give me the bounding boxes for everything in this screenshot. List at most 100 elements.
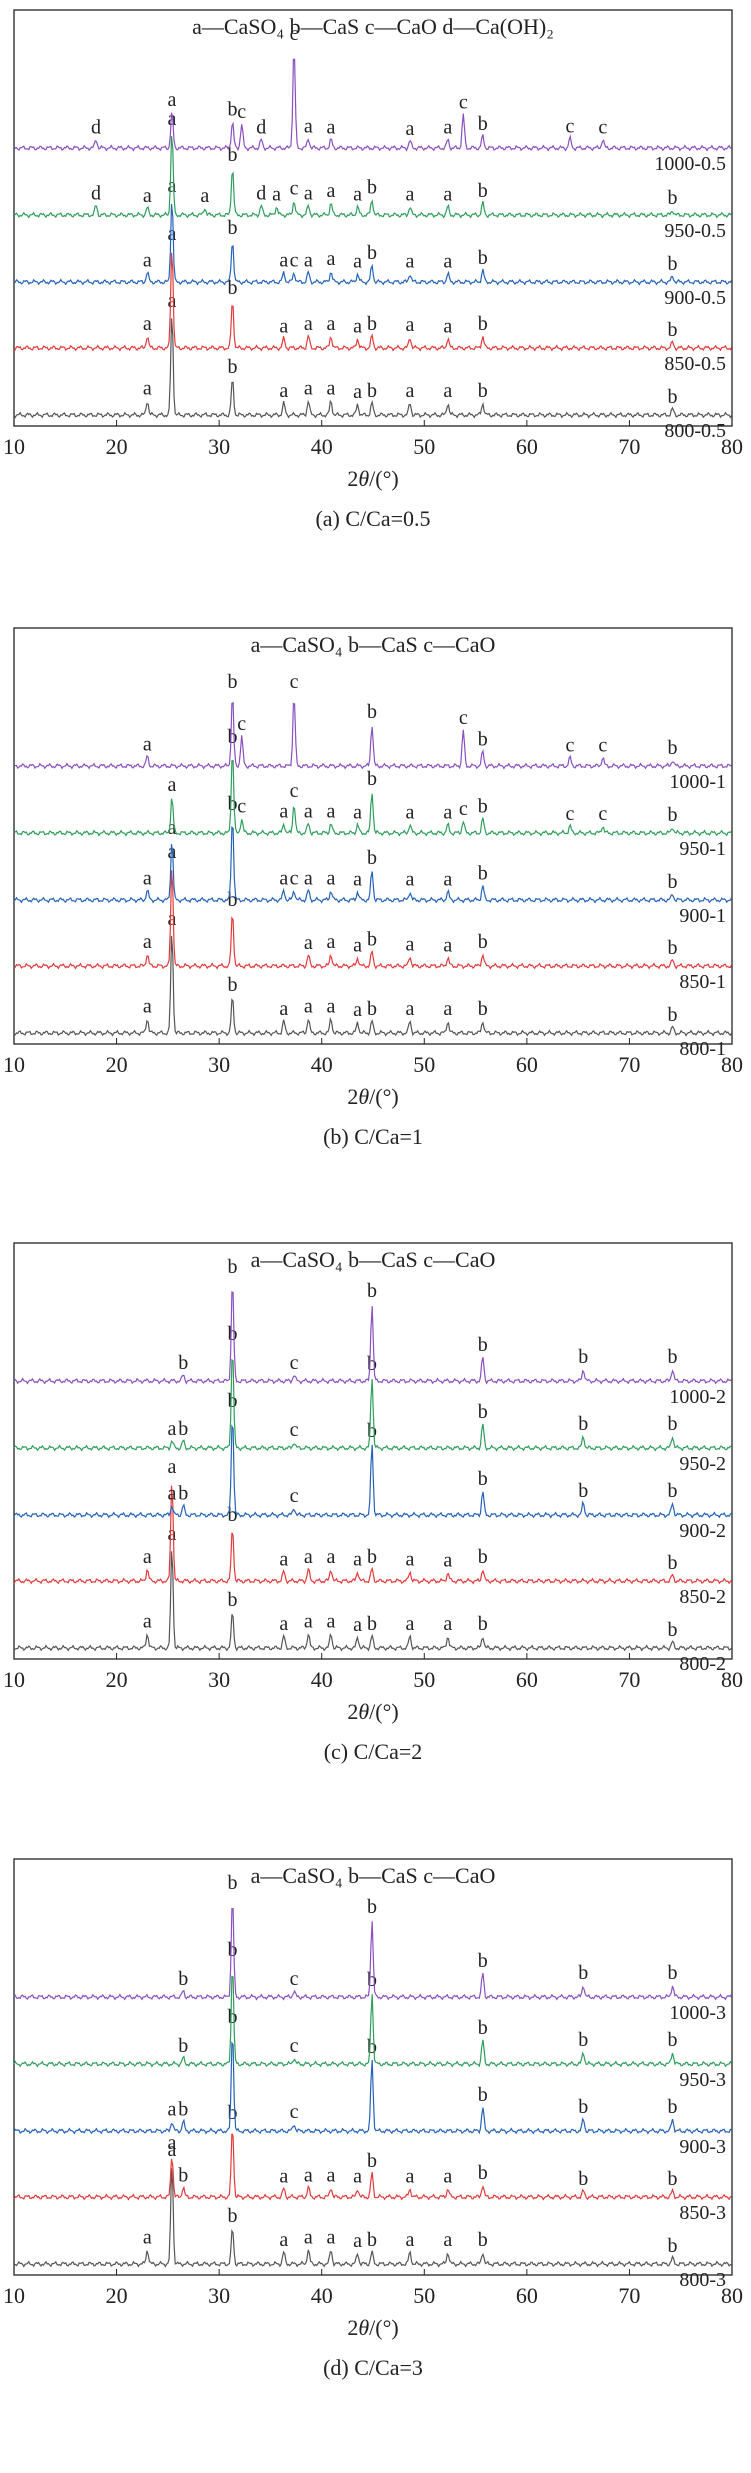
xrd-series-1000-3 (13, 1907, 733, 2001)
peak-label-a: a (405, 2229, 414, 2251)
peak-label-b: b (478, 931, 488, 953)
peak-label-a: a (143, 1611, 152, 1633)
peak-label-b: b (227, 144, 237, 166)
peak-label-b: b (668, 1346, 678, 1368)
xrd-series-850-2 (13, 1485, 733, 1585)
peak-label-b: b (367, 2036, 377, 2058)
peak-label-a: a (304, 249, 313, 271)
x-tick-label: 30 (208, 1052, 230, 1077)
phase-legend: a—CaSO₄ b—CaS c—CaO (251, 632, 496, 657)
peak-label-b: b (367, 1613, 377, 1635)
peak-label-a: a (405, 184, 414, 206)
xrd-series-900-0.5 (13, 203, 733, 286)
peak-label-a: a (405, 933, 414, 955)
peak-label-a: a (143, 931, 152, 953)
peak-label-b: b (668, 2029, 678, 2051)
x-tick-label: 70 (618, 434, 640, 459)
peak-label-c: c (290, 1419, 299, 1441)
sample-label: 900-2 (679, 1520, 726, 1542)
phase-legend: a—CaSO₄ b—CaS c—CaO d—Ca(OH)₂ (192, 14, 554, 39)
peak-label-a: a (279, 249, 288, 271)
peak-label-a: a (353, 315, 362, 337)
peak-label-b: b (227, 1589, 237, 1611)
peak-label-c: c (290, 2035, 299, 2057)
peak-label-b: b (668, 2168, 678, 2190)
peak-label-a: a (279, 1548, 288, 1570)
peak-label-a: a (304, 932, 313, 954)
peak-label-b: b (478, 1613, 488, 1635)
phase-legend: a—CaSO₄ b—CaS c—CaO (251, 1863, 496, 1888)
peak-label-a: a (353, 869, 362, 891)
peak-label-a: a (168, 774, 177, 796)
peak-label-a: a (327, 313, 336, 335)
peak-label-b: b (227, 974, 237, 996)
peak-label-b: b (478, 180, 488, 202)
peak-label-b: b (668, 1552, 678, 1574)
peak-label-a: a (443, 998, 452, 1020)
peak-label-b: b (227, 1390, 237, 1412)
peak-label-c: c (290, 178, 299, 200)
peak-label-a: a (304, 2227, 313, 2249)
peak-label-a: a (405, 869, 414, 891)
peak-label-a: a (168, 1482, 177, 1504)
peak-label-a: a (168, 1418, 177, 1440)
peak-label-b: b (478, 313, 488, 335)
peak-label-c: c (237, 101, 246, 123)
peak-label-b: b (478, 247, 488, 269)
sample-label: 900-0.5 (664, 287, 726, 309)
x-axis-label: 2θ/(°) (347, 466, 398, 491)
peak-label-c: c (459, 91, 468, 113)
sample-label: 800-2 (679, 1653, 726, 1675)
peak-label-b: b (478, 1401, 488, 1423)
peak-label-b: b (578, 2168, 588, 2190)
peak-label-b: b (478, 2229, 488, 2251)
sample-label: 850-3 (679, 2202, 726, 2224)
peak-label-b: b (668, 937, 678, 959)
xrd-series-900-3 (13, 2041, 732, 2135)
peak-label-a: a (143, 1546, 152, 1568)
peak-label-a: a (279, 2229, 288, 2251)
peak-label-a: a (405, 118, 414, 140)
x-tick-label: 40 (311, 2283, 333, 2308)
peak-label-a: a (143, 313, 152, 335)
sample-label: 1000-0.5 (654, 153, 726, 175)
peak-label-c: c (290, 1968, 299, 1990)
peak-label-a: a (405, 802, 414, 824)
xrd-series-950-2 (13, 1358, 732, 1452)
peak-label-c: c (237, 796, 246, 818)
x-tick-label: 20 (106, 1667, 128, 1692)
x-axis-label: 2θ/(°) (347, 1084, 398, 1109)
sample-label: 800-1 (679, 1038, 726, 1060)
x-tick-label: 30 (208, 2283, 230, 2308)
peak-label-a: a (405, 1613, 414, 1635)
peak-label-c: c (598, 803, 607, 825)
peak-label-b: b (478, 863, 488, 885)
peak-label-b: b (578, 2029, 588, 2051)
peak-label-a: a (272, 184, 281, 206)
xrd-series-800-3 (13, 2168, 732, 2268)
xrd-series-800-1 (13, 935, 733, 1037)
x-tick-label: 50 (413, 1667, 435, 1692)
peak-label-b: b (227, 2006, 237, 2028)
peak-label-b: b (668, 187, 678, 209)
x-tick-label: 80 (721, 1052, 743, 1077)
xrd-series-1000-0.5 (13, 58, 732, 152)
peak-label-a: a (405, 380, 414, 402)
peak-label-a: a (143, 378, 152, 400)
peak-label-b: b (367, 1969, 377, 1991)
x-tick-label: 80 (721, 1667, 743, 1692)
peak-label-b: b (367, 313, 377, 335)
peak-label-d: d (256, 117, 266, 139)
peak-label-b: b (227, 793, 237, 815)
peak-label-a: a (304, 867, 313, 889)
x-tick-label: 80 (721, 434, 743, 459)
peak-label-b: b (578, 1413, 588, 1435)
peak-label-a: a (168, 817, 177, 839)
peak-label-a: a (327, 117, 336, 139)
peak-label-a: a (279, 800, 288, 822)
xrd-series-850-1 (13, 870, 733, 970)
peak-label-b: b (578, 1346, 588, 1368)
peak-label-b: b (478, 380, 488, 402)
